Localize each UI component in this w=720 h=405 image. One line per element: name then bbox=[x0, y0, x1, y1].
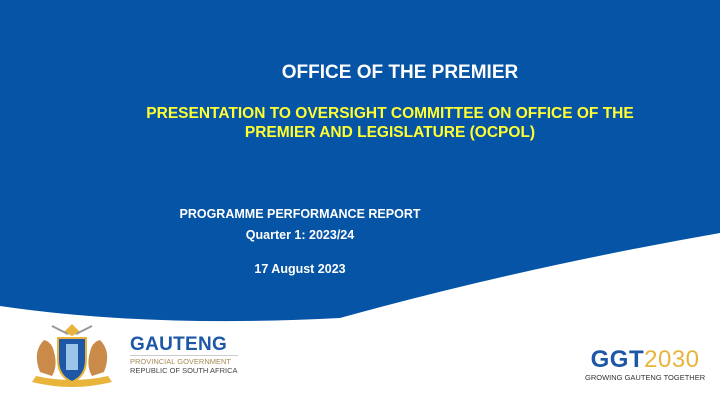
report-title: PROGRAMME PERFORMANCE REPORT bbox=[179, 207, 421, 221]
gauteng-logo: GAUTENG PROVINCIAL GOVERNMENT REPUBLIC O… bbox=[22, 322, 238, 388]
gauteng-name: GAUTENG bbox=[130, 334, 228, 355]
gauteng-wordmark: GAUTENG PROVINCIAL GOVERNMENT REPUBLIC O… bbox=[130, 335, 238, 375]
slide-subtitle: PRESENTATION TO OVERSIGHT COMMITTEE ON O… bbox=[30, 104, 720, 142]
slide-title: OFFICE OF THE PREMIER bbox=[281, 62, 519, 83]
ggt2030-logo: GGT2030 GROWING GAUTENG TOGETHER bbox=[585, 346, 706, 383]
gauteng-line3: REPUBLIC OF SOUTH AFRICA bbox=[130, 366, 238, 375]
coat-of-arms-icon bbox=[32, 324, 112, 387]
subtitle-line: PREMIER AND LEGISLATURE (OCPOL) bbox=[244, 124, 536, 141]
subtitle-line: PRESENTATION TO OVERSIGHT COMMITTEE ON O… bbox=[146, 105, 634, 122]
presentation-date: 17 August 2023 bbox=[254, 262, 346, 276]
report-info: PROGRAMME PERFORMANCE REPORT Quarter 1: … bbox=[0, 204, 660, 246]
quarter: Quarter 1: 2023/24 bbox=[245, 228, 355, 242]
ggt-part1: GGT bbox=[590, 346, 645, 373]
ggt-tagline: GROWING GAUTENG TOGETHER bbox=[585, 373, 706, 382]
gauteng-line2: PROVINCIAL GOVERNMENT bbox=[130, 355, 238, 366]
ggt-part2: 2030 bbox=[644, 346, 700, 373]
